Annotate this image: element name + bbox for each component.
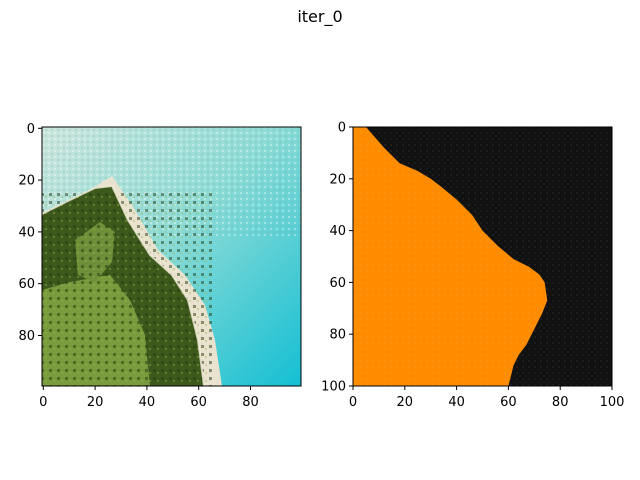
shoreline bbox=[42, 184, 205, 386]
mask-y-tick-label: 0 bbox=[338, 121, 346, 136]
mask-x-tick-label: 20 bbox=[397, 395, 414, 410]
photo-axes-frame bbox=[41, 126, 302, 387]
mask-x-tick-label: 100 bbox=[600, 395, 625, 410]
mask-x-tick-label: 80 bbox=[552, 395, 569, 410]
photo-y-tick-label: 60 bbox=[18, 277, 35, 292]
mask-image bbox=[353, 127, 612, 386]
photo-y-tick-label: 20 bbox=[18, 174, 35, 189]
mask-axes-frame bbox=[352, 126, 613, 387]
mask-y-tick-label: 40 bbox=[329, 224, 346, 239]
photo-x-tick-label: 40 bbox=[139, 395, 156, 410]
photo-x-tick-label: 80 bbox=[242, 395, 259, 410]
foliage-texture bbox=[42, 190, 212, 386]
aerial-photo-image bbox=[42, 127, 301, 386]
mask-x-tick-label: 40 bbox=[448, 395, 465, 410]
mask-y-tick-label: 100 bbox=[321, 380, 346, 395]
photo-x-tick-label: 20 bbox=[87, 395, 104, 410]
mask-y-tick-label: 60 bbox=[329, 276, 346, 291]
photo-axis-ticks: 0 20 40 60 80 0 20 40 60 80 bbox=[18, 122, 258, 410]
figure-title: iter_0 bbox=[297, 7, 342, 27]
mask-y-tick-label: 20 bbox=[329, 172, 346, 187]
photo-x-tick-label: 60 bbox=[190, 395, 207, 410]
mask-x-tick-label: 0 bbox=[349, 395, 357, 410]
mask-y-tick-label: 80 bbox=[329, 328, 346, 343]
photo-y-tick-label: 40 bbox=[18, 225, 35, 240]
photo-y-tick-label: 80 bbox=[18, 329, 35, 344]
mask-texture bbox=[353, 127, 612, 386]
mask-x-tick-label: 60 bbox=[500, 395, 517, 410]
photo-panel: 0 20 40 60 80 0 20 40 60 80 bbox=[18, 122, 302, 410]
photo-y-tick-label: 0 bbox=[27, 122, 35, 137]
photo-x-tick-label: 0 bbox=[39, 395, 47, 410]
